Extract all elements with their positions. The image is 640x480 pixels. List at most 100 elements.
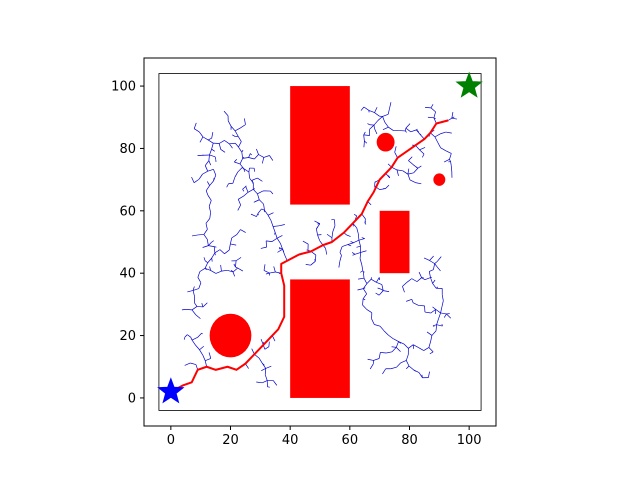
tree-edge: [241, 149, 244, 153]
tree-edge: [242, 157, 249, 159]
tree-edge: [438, 312, 441, 319]
tree-edge: [450, 165, 453, 172]
tree-edge: [221, 269, 228, 272]
tree-edge: [433, 117, 436, 120]
tree-edge: [235, 143, 239, 148]
tree-edge: [207, 257, 212, 263]
tree-edge: [436, 324, 443, 327]
tree-edge: [347, 244, 352, 247]
tree-edge: [242, 189, 245, 192]
tree-edge: [363, 106, 370, 111]
tree-edge: [209, 154, 216, 158]
tree-edge: [242, 186, 246, 190]
tree-edge: [208, 160, 212, 166]
tree-edge: [256, 213, 259, 217]
path-line: [170, 119, 449, 393]
tree-edge: [416, 129, 419, 132]
tree-edge: [204, 160, 210, 166]
tree-edge: [186, 309, 193, 311]
tree-edge: [314, 259, 316, 262]
tree-edge: [273, 266, 276, 273]
tree-edge: [191, 306, 198, 311]
tree-edge: [263, 155, 270, 158]
tree-edge: [196, 306, 203, 308]
tree-edge: [199, 268, 206, 272]
tree-edge: [191, 309, 197, 315]
tree-edge: [272, 380, 278, 386]
tree-edge: [374, 107, 378, 113]
tree-edge: [254, 354, 260, 359]
tree-edge: [441, 294, 444, 301]
tree-edge: [374, 128, 378, 135]
tree-edge: [373, 358, 380, 361]
x-tick-label: 100: [457, 433, 482, 448]
tree-edge: [205, 190, 209, 196]
tree-edge: [213, 246, 216, 253]
obstacles: [209, 86, 446, 398]
tree-edge: [427, 116, 434, 119]
tree-edge: [208, 245, 215, 247]
tree-edge: [408, 156, 413, 161]
tree-edge: [361, 237, 365, 239]
tree-edge: [415, 145, 420, 151]
tree-edge: [357, 288, 364, 291]
tree-edge: [256, 148, 259, 155]
tree-edge: [197, 277, 202, 283]
tree-edge: [375, 292, 380, 296]
tree-edge: [253, 199, 260, 203]
tree-edge: [378, 290, 384, 296]
tree-edge: [218, 143, 222, 150]
tree-edge: [278, 224, 285, 227]
tree-edge: [362, 298, 366, 301]
tree-edge: [204, 267, 211, 271]
y-tick-label: 20: [119, 329, 136, 344]
y-tick-label: 40: [119, 267, 136, 282]
tree-edge: [209, 149, 212, 156]
tree-edge: [436, 265, 441, 272]
tree-edge: [434, 136, 439, 143]
tree-edge: [190, 337, 193, 341]
tree-edge: [440, 131, 446, 135]
tree-edge: [443, 313, 447, 318]
tree-edge: [402, 170, 409, 175]
tree-edge: [266, 240, 273, 242]
tree-edge: [251, 177, 258, 181]
tree-edge: [424, 311, 431, 314]
tree-edge: [407, 174, 411, 181]
tree-edge: [405, 354, 409, 361]
tree-edge: [358, 233, 360, 241]
tree-edge: [191, 337, 198, 341]
tree-edge: [431, 330, 437, 336]
tree-edge: [366, 309, 373, 313]
tree-edge: [353, 239, 360, 244]
tree-edge: [433, 111, 436, 118]
tree-edge: [198, 173, 203, 180]
obstacle-circle: [376, 132, 395, 152]
tree-edge: [381, 284, 384, 291]
tree-edge: [449, 153, 452, 160]
tree-edge: [264, 374, 268, 381]
tree-edge: [411, 299, 414, 303]
tree-edge: [437, 256, 442, 262]
tree-edge: [432, 324, 437, 327]
tree-edge: [193, 122, 197, 129]
tree-edge: [419, 147, 426, 151]
tree-edge: [369, 124, 375, 130]
obstacle-rect: [379, 210, 410, 274]
axes-frame: [143, 57, 497, 427]
tree-edge: [243, 168, 250, 173]
tree-edge: [406, 365, 410, 370]
tree-edge: [257, 193, 260, 200]
tree-edge: [359, 252, 362, 259]
tree-edge: [364, 140, 368, 144]
tree-edge: [261, 157, 265, 164]
tree-edge: [434, 263, 437, 267]
tree-edge: [270, 220, 274, 227]
y-tick-label: 80: [119, 142, 136, 157]
tree-edge: [408, 365, 414, 371]
tree-edge: [347, 242, 354, 245]
tree-edge: [440, 306, 443, 314]
tree-edge: [430, 335, 433, 342]
tree-edge: [378, 352, 381, 359]
tree-edge: [205, 185, 210, 191]
